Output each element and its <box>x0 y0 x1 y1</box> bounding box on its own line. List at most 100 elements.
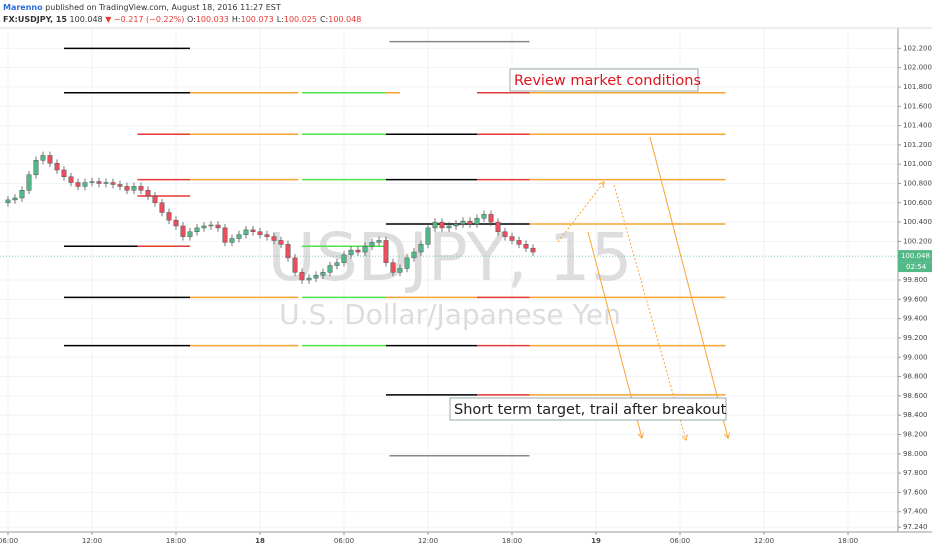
last: 100.048 <box>69 15 103 24</box>
candle-body <box>47 155 53 164</box>
annotation: Review market conditions <box>514 73 701 89</box>
candle-body <box>327 265 333 273</box>
candle-body <box>222 227 228 243</box>
candle-body <box>376 240 382 243</box>
x-tick-label: 12:00 <box>418 537 438 545</box>
y-tick-label: 98.200 <box>903 430 928 438</box>
candle-body <box>264 234 270 237</box>
y-tick-label: 101.800 <box>903 83 932 91</box>
candle-body <box>201 225 207 229</box>
candle-body <box>404 257 410 269</box>
candle-body <box>334 262 340 266</box>
y-tick-label: 101.000 <box>903 160 932 168</box>
candle-body <box>369 242 375 247</box>
candle-body <box>215 224 221 229</box>
candle-body <box>180 225 186 237</box>
y-tick-label: 99.200 <box>903 334 928 342</box>
annotation: Short term target, trail after breakout <box>454 402 727 418</box>
ohlc-value: 100.033 <box>195 15 229 24</box>
candle-body <box>488 214 494 223</box>
y-tick-label: 97.600 <box>903 488 928 496</box>
candle-body <box>187 231 193 237</box>
candle-body <box>138 186 144 191</box>
candle-body <box>278 240 284 245</box>
y-tick-label: 98.000 <box>903 450 928 458</box>
y-tick-label: 102.200 <box>903 44 932 52</box>
ohlc: O:100.033 H:100.073 L:100.025 C:100.048 <box>187 15 364 24</box>
candle-body <box>54 162 60 171</box>
y-tick-label: 99.800 <box>903 276 928 284</box>
candle-body <box>271 236 277 241</box>
x-tick-label: 06:00 <box>670 537 690 545</box>
y-tick-label: 101.200 <box>903 141 932 149</box>
arrow <box>649 136 728 438</box>
y-tick-label: 99.400 <box>903 315 928 323</box>
candle-body <box>33 160 39 176</box>
candle-body <box>530 247 536 253</box>
published: published on TradingView.com, August 18,… <box>45 3 281 12</box>
candle-body <box>411 251 417 259</box>
change: −0.217 (−0.22%) <box>113 15 185 24</box>
candle-body <box>68 176 74 183</box>
candle-body <box>313 274 319 279</box>
ohlc-value: 100.025 <box>283 15 317 24</box>
x-tick-label: 06:00 <box>0 537 18 545</box>
candle-body <box>418 244 424 253</box>
candle-body <box>467 220 473 225</box>
y-tick-label: 101.600 <box>903 102 932 110</box>
y-tick-label: 99.000 <box>903 353 928 361</box>
candle-body <box>502 231 508 237</box>
candle-body <box>145 190 151 197</box>
candle-body <box>474 218 480 225</box>
y-tick-label: 100.800 <box>903 179 932 187</box>
candle-body <box>61 169 67 177</box>
candle-body <box>341 254 347 263</box>
header: Marenno published on TradingView.com, Au… <box>3 2 364 26</box>
y-tick-label: 102.000 <box>903 64 932 72</box>
y-tick-label: 100.600 <box>903 199 932 207</box>
candle-body <box>117 184 123 187</box>
ohlc-label: H: <box>231 15 241 24</box>
candle-body <box>19 190 25 199</box>
candle-body <box>152 195 158 204</box>
candle-body <box>103 182 109 184</box>
author[interactable]: Marenno <box>3 3 43 12</box>
candle-body <box>194 227 200 233</box>
x-tick-label: 18:00 <box>502 537 522 545</box>
ohlc-label: L: <box>276 15 284 24</box>
candle-body <box>509 236 515 241</box>
candle-body <box>131 186 137 191</box>
candle-body <box>236 234 242 239</box>
candle-body <box>96 181 102 184</box>
y-tick-label: 97.400 <box>903 508 928 516</box>
candle-body <box>439 221 445 229</box>
watermark-symbol: USDJPY, 15 <box>267 219 632 296</box>
x-tick-label: 18:00 <box>166 537 186 545</box>
candle-body <box>173 219 179 227</box>
candle-body <box>82 182 88 187</box>
watermark-description: U.S. Dollar/Japanese Yen <box>279 298 621 331</box>
candle-body <box>306 277 312 281</box>
candle-body <box>390 262 396 273</box>
arrow <box>557 182 604 243</box>
down-arrow: ▼ <box>105 15 112 24</box>
candle-body <box>299 272 305 281</box>
candle-body <box>75 182 81 187</box>
candle-body <box>320 272 326 276</box>
candle-body <box>166 212 172 221</box>
y-tick-label: 101.400 <box>903 122 932 130</box>
candle-body <box>362 245 368 253</box>
candle-body <box>453 223 459 227</box>
y-tick-label: 97.240 <box>903 523 928 531</box>
x-tick-label: 18 <box>255 537 265 545</box>
y-tick-label: 99.600 <box>903 295 928 303</box>
ohlc-label: O: <box>186 15 196 24</box>
candle-body <box>159 202 165 213</box>
x-tick-label: 12:00 <box>754 537 774 545</box>
candle-body <box>89 181 95 183</box>
y-tick-label: 100.400 <box>903 218 932 226</box>
candle-body <box>257 231 263 235</box>
x-tick-label: 18:00 <box>838 537 858 545</box>
